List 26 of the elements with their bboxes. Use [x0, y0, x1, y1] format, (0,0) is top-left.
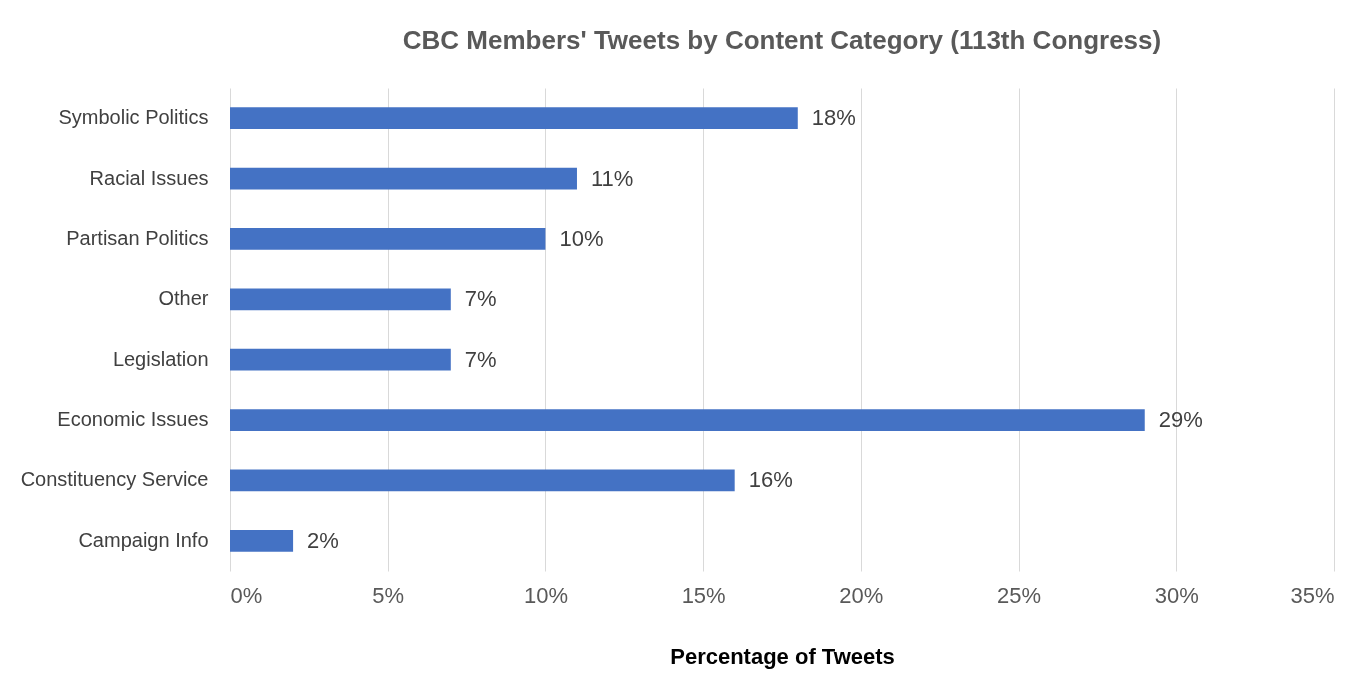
y-tick-label: Constituency Service — [20, 468, 209, 491]
y-tick-label: Campaign Info — [78, 528, 209, 551]
y-tick-label: Symbolic Politics — [58, 106, 209, 129]
data-label: 2% — [307, 527, 339, 553]
x-tick-label: 25% — [997, 582, 1042, 608]
chart-title: CBC Members' Tweets by Content Category (113th Congress) — [402, 25, 1162, 55]
data-label: 11% — [590, 165, 634, 191]
data-label: 16% — [748, 467, 793, 493]
x-tick-label: 10% — [523, 582, 568, 608]
x-tick-label: 5% — [372, 582, 405, 608]
x-axis-title: Percentage of Tweets — [670, 643, 895, 669]
x-tick-label: 15% — [681, 582, 726, 608]
x-tick-label: 0% — [230, 582, 263, 608]
data-label: 7% — [464, 346, 497, 372]
y-tick-label: Economic Issues — [57, 408, 209, 431]
y-tick-label: Partisan Politics — [66, 226, 209, 249]
x-tick-label: 30% — [1154, 582, 1199, 608]
data-label: 7% — [464, 286, 497, 312]
y-tick-label: Legislation — [112, 347, 209, 370]
data-label: 10% — [559, 225, 604, 251]
y-tick-label: Other — [158, 287, 209, 310]
y-tick-label: Racial Issues — [89, 166, 209, 189]
x-tick-label: 20% — [839, 582, 884, 608]
x-tick-label: 35% — [1290, 582, 1335, 608]
data-label: 18% — [811, 105, 856, 131]
data-label: 29% — [1158, 407, 1203, 433]
